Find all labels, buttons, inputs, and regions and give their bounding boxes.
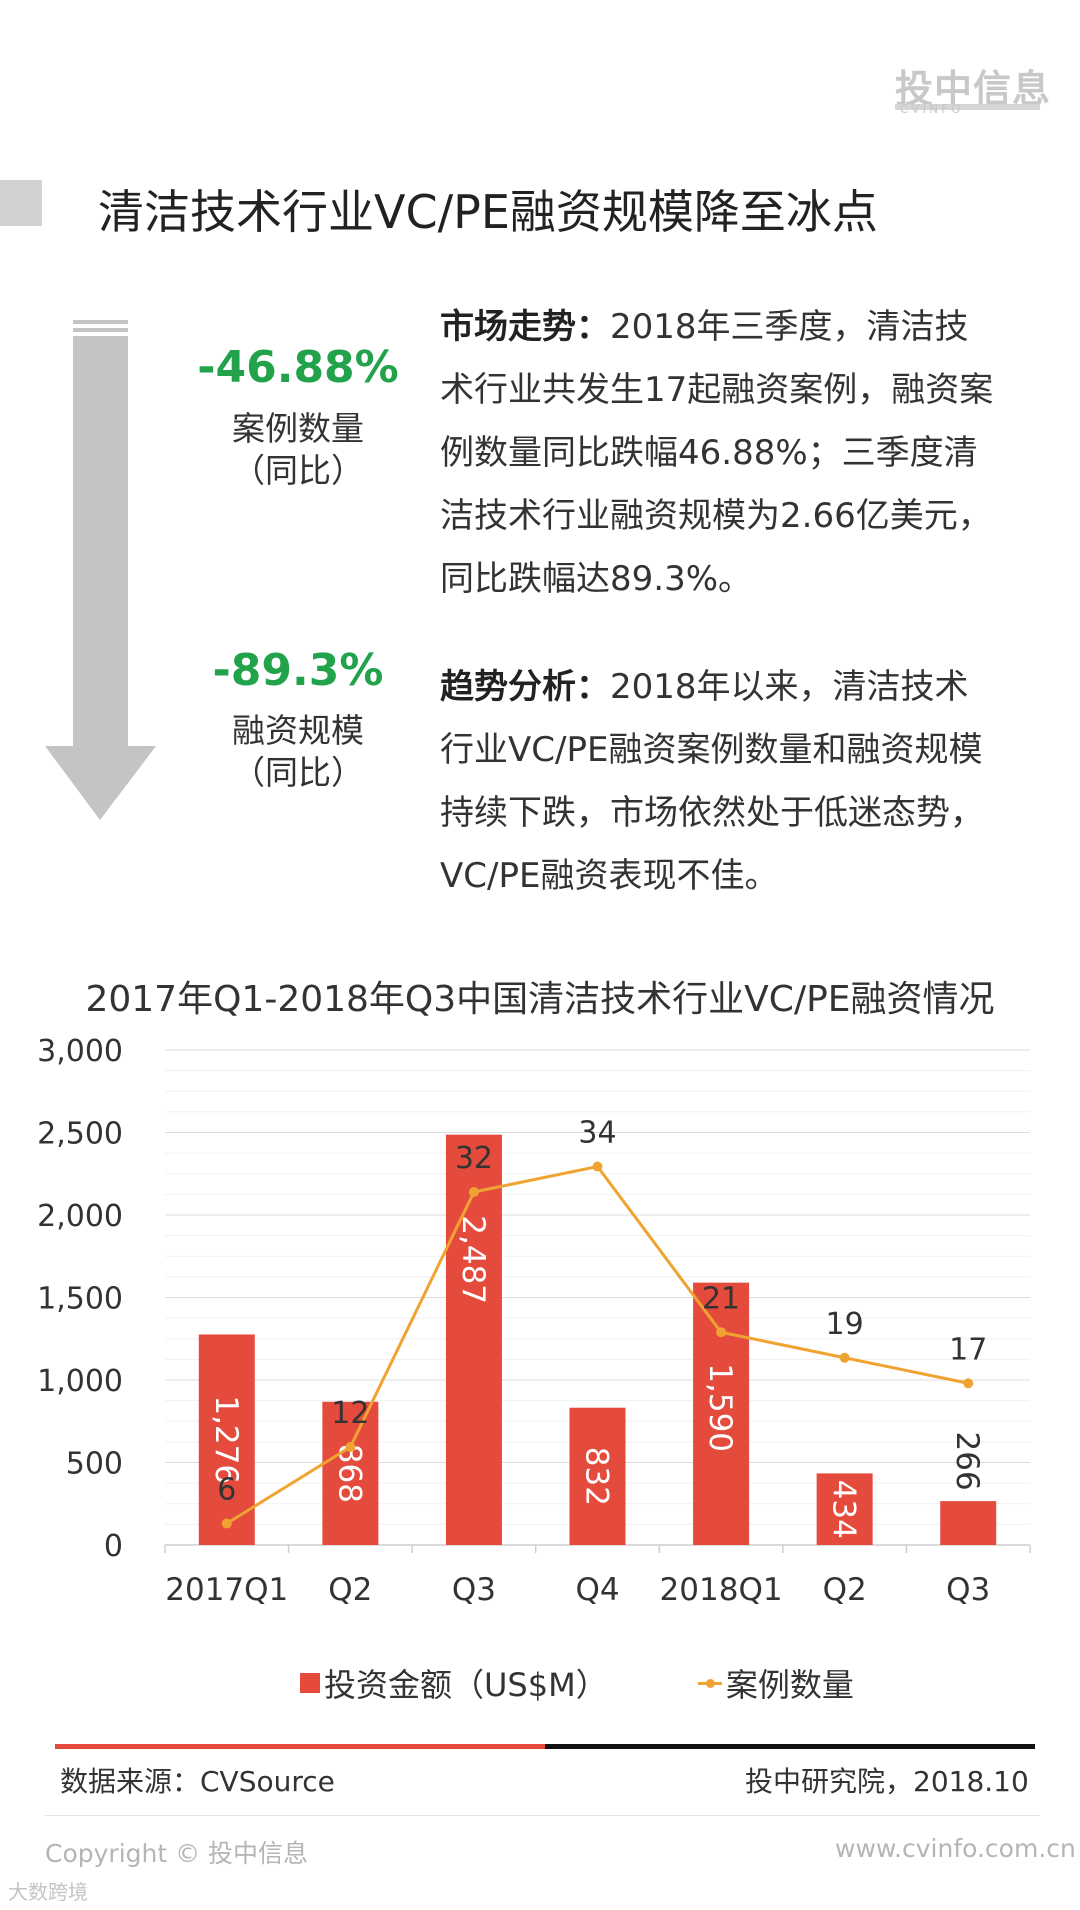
y-tick-label: 1,000 bbox=[37, 1364, 123, 1399]
website-link[interactable]: www.cvinfo.com.cn bbox=[835, 1834, 1076, 1863]
bar bbox=[569, 1407, 626, 1545]
market-trend-body: 2018年三季度，清洁技术行业共发生17起融资案例，融资案例数量同比跌幅46.8… bbox=[440, 307, 994, 599]
x-category-label: Q3 bbox=[452, 1572, 496, 1608]
bar-value-label-group: 266 bbox=[949, 1432, 985, 1491]
market-trend-heading: 市场走势： bbox=[440, 307, 610, 347]
combo-chart: 0 500 1,000 1,500 2,000 2,500 3,000 1,276 868 2,… bbox=[37, 1034, 1031, 1608]
y-tick-label: 3,000 bbox=[37, 1034, 123, 1069]
data-source: 数据来源：CVSource bbox=[60, 1765, 335, 1798]
footer-rule-red bbox=[55, 1744, 545, 1749]
count-label: 32 bbox=[455, 1141, 493, 1176]
bar-value-label-group: 1,590 bbox=[702, 1363, 738, 1452]
count-label: 6 bbox=[217, 1473, 236, 1508]
bar-value-label-group: 832 bbox=[579, 1447, 615, 1506]
count-label: 12 bbox=[331, 1396, 369, 1431]
count-label: 21 bbox=[702, 1281, 740, 1316]
bar bbox=[816, 1473, 873, 1545]
trend-analysis-body: 2018年以来，清洁技术行业VC/PE融资案例数量和融资规模持续下跌，市场依然处… bbox=[440, 667, 984, 896]
trend-analysis-paragraph: 趋势分析：2018年以来，清洁技术行业VC/PE融资案例数量和融资规模持续下跌，… bbox=[440, 656, 995, 908]
legend-label-count: 案例数量 bbox=[725, 1666, 854, 1704]
count-label: 34 bbox=[578, 1116, 616, 1151]
bar bbox=[693, 1282, 750, 1545]
market-trend-paragraph: 市场走势：2018年三季度，清洁技术行业共发生17起融资案例，融资案例数量同比跌… bbox=[440, 296, 995, 611]
brand-logo: 投中信息 bbox=[895, 67, 1052, 111]
y-tick-label: 1,500 bbox=[37, 1282, 123, 1317]
down-arrow-icon bbox=[45, 320, 156, 820]
bar-value-label: 1,276 bbox=[208, 1395, 244, 1484]
stat-value-amount: -89.3% bbox=[212, 645, 384, 696]
chart-title: 2017年Q1-2018年Q3中国清洁技术行业VC/PE融资情况 bbox=[85, 979, 995, 1020]
bar-value-label: 1,590 bbox=[702, 1363, 738, 1452]
stat-sub-amount: （同比） bbox=[232, 753, 364, 792]
x-category-label: 2018Q1 bbox=[660, 1572, 783, 1608]
brand-logo-sub: CVINFO bbox=[900, 102, 964, 116]
bar bbox=[940, 1501, 997, 1545]
x-category-label: Q2 bbox=[328, 1572, 372, 1608]
bar bbox=[198, 1334, 255, 1545]
chart-legend: 投资金额（US$M） 案例数量 bbox=[300, 1660, 934, 1706]
footer-divider bbox=[45, 1815, 1040, 1816]
count-point bbox=[963, 1378, 974, 1389]
bar-value-label-group: 2,487 bbox=[455, 1215, 491, 1304]
page-title: 清洁技术行业VC/PE融资规模降至冰点 bbox=[98, 185, 878, 239]
count-point bbox=[592, 1161, 603, 1172]
trend-analysis-heading: 趋势分析： bbox=[440, 667, 610, 707]
stat-sub-cases: （同比） bbox=[232, 451, 364, 490]
copyright: Copyright © 投中信息 bbox=[45, 1839, 309, 1868]
count-label: 19 bbox=[826, 1307, 864, 1342]
y-tick-label: 0 bbox=[104, 1529, 123, 1564]
bar-value-label-group: 1,276 bbox=[208, 1395, 244, 1484]
title-marker bbox=[0, 180, 42, 226]
legend-item-count: 案例数量 bbox=[697, 1660, 854, 1706]
y-tick-label: 500 bbox=[66, 1447, 123, 1482]
bar-value-label: 434 bbox=[826, 1480, 862, 1539]
bar-value-label: 266 bbox=[949, 1432, 985, 1491]
bar bbox=[445, 1134, 502, 1545]
count-point bbox=[839, 1352, 850, 1363]
count-label: 17 bbox=[949, 1332, 987, 1367]
count-point bbox=[345, 1442, 356, 1452]
publisher-date: 投中研究院，2018.10 bbox=[745, 1765, 1029, 1798]
legend-swatch-amount bbox=[300, 1673, 320, 1693]
bar-value-label: 832 bbox=[579, 1447, 615, 1506]
x-category-label: Q3 bbox=[946, 1572, 990, 1608]
bar bbox=[322, 1401, 379, 1545]
stat-value-cases: -46.88% bbox=[197, 342, 399, 393]
bar-value-label: 2,487 bbox=[455, 1215, 491, 1304]
y-tick-label: 2,000 bbox=[37, 1199, 123, 1234]
stat-label-cases: 案例数量 bbox=[232, 409, 364, 448]
bar-value-label-group: 434 bbox=[826, 1480, 862, 1539]
count-point bbox=[221, 1518, 232, 1529]
footer-rule-black bbox=[545, 1744, 1035, 1749]
count-point bbox=[716, 1327, 727, 1338]
stat-label-amount: 融资规模 bbox=[232, 711, 364, 750]
count-point bbox=[468, 1187, 479, 1197]
legend-swatch-count bbox=[697, 1673, 722, 1693]
x-category-label: Q2 bbox=[823, 1572, 867, 1608]
bar-value-label: 868 bbox=[331, 1444, 367, 1503]
watermark: 大数跨境 bbox=[8, 1880, 88, 1904]
legend-label-amount: 投资金额（US$M） bbox=[324, 1666, 608, 1704]
x-category-label: Q4 bbox=[575, 1572, 619, 1608]
bar-value-label-group: 868 bbox=[331, 1444, 367, 1503]
y-tick-label: 2,500 bbox=[37, 1117, 123, 1152]
x-category-label: 2017Q1 bbox=[165, 1572, 288, 1608]
brand-logo-bar bbox=[895, 104, 1040, 110]
legend-item-amount: 投资金额（US$M） bbox=[300, 1660, 608, 1706]
